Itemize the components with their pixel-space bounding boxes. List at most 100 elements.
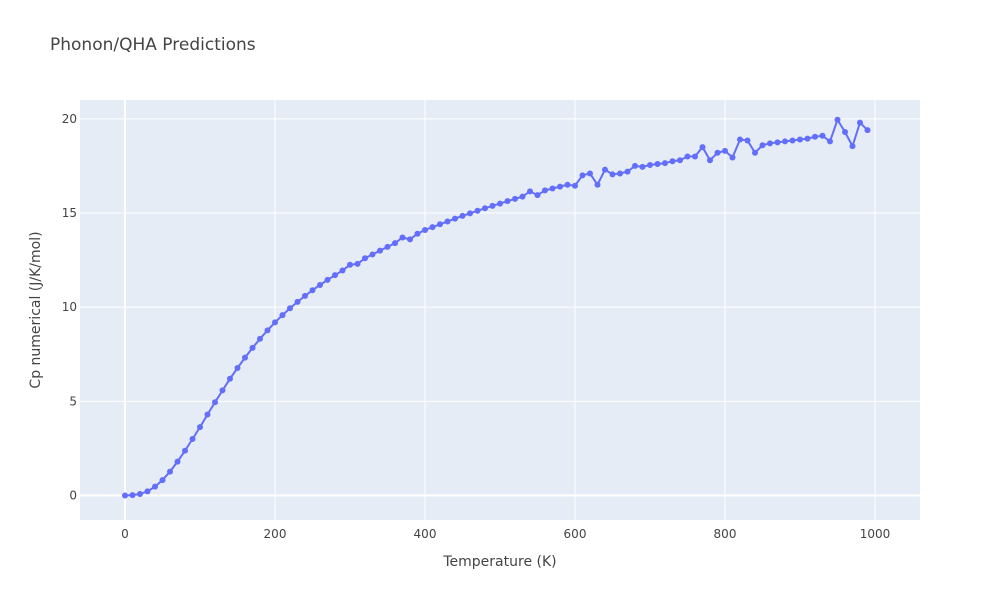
data-point[interactable]: [549, 185, 556, 192]
data-point[interactable]: [167, 468, 173, 475]
data-point[interactable]: [797, 136, 803, 143]
data-point[interactable]: [354, 260, 361, 267]
data-point[interactable]: [699, 144, 706, 151]
data-point[interactable]: [744, 137, 751, 144]
data-point[interactable]: [669, 158, 676, 165]
data-point[interactable]: [347, 261, 353, 268]
data-point[interactable]: [467, 210, 473, 217]
data-point[interactable]: [692, 153, 698, 160]
data-point[interactable]: [317, 281, 323, 288]
data-point[interactable]: [257, 335, 263, 342]
data-point[interactable]: [332, 272, 338, 279]
data-point[interactable]: [399, 234, 406, 241]
data-point[interactable]: [122, 492, 128, 499]
data-point[interactable]: [857, 119, 863, 126]
data-point[interactable]: [459, 212, 466, 219]
data-point[interactable]: [564, 181, 571, 188]
data-point[interactable]: [429, 224, 436, 231]
data-point[interactable]: [407, 236, 413, 243]
data-point[interactable]: [624, 168, 631, 175]
data-point[interactable]: [144, 488, 151, 495]
data-point[interactable]: [414, 230, 421, 237]
data-point[interactable]: [782, 138, 788, 145]
data-point[interactable]: [534, 192, 541, 199]
data-point[interactable]: [602, 166, 608, 173]
data-point[interactable]: [422, 226, 428, 233]
data-point[interactable]: [294, 298, 301, 305]
data-point[interactable]: [842, 129, 848, 136]
data-point[interactable]: [504, 198, 511, 205]
data-point[interactable]: [789, 137, 796, 144]
data-point[interactable]: [729, 154, 736, 161]
data-point[interactable]: [272, 319, 278, 326]
data-point[interactable]: [474, 207, 481, 214]
data-point[interactable]: [437, 221, 443, 228]
data-point[interactable]: [279, 312, 286, 319]
data-point[interactable]: [189, 436, 196, 443]
data-point[interactable]: [234, 365, 241, 372]
data-point[interactable]: [287, 305, 293, 312]
data-point[interactable]: [324, 276, 331, 283]
data-point[interactable]: [684, 153, 691, 160]
data-point[interactable]: [752, 149, 758, 156]
data-point[interactable]: [242, 354, 248, 361]
data-point[interactable]: [174, 458, 181, 465]
data-point[interactable]: [204, 411, 211, 418]
data-point[interactable]: [804, 135, 811, 142]
data-point[interactable]: [827, 138, 833, 145]
data-point[interactable]: [482, 205, 488, 212]
data-point[interactable]: [594, 181, 601, 188]
data-point[interactable]: [849, 143, 856, 150]
data-point[interactable]: [302, 292, 308, 299]
data-point[interactable]: [182, 447, 188, 454]
data-point[interactable]: [227, 375, 233, 382]
data-point[interactable]: [152, 483, 158, 490]
data-point[interactable]: [834, 116, 841, 123]
data-point[interactable]: [309, 287, 316, 294]
data-point[interactable]: [707, 157, 713, 164]
data-point[interactable]: [819, 132, 826, 139]
data-point[interactable]: [212, 399, 218, 406]
data-point[interactable]: [737, 136, 743, 143]
data-point[interactable]: [609, 171, 616, 178]
data-point[interactable]: [489, 202, 496, 209]
data-point[interactable]: [647, 161, 653, 168]
data-point[interactable]: [384, 243, 391, 250]
data-point[interactable]: [377, 247, 383, 254]
data-point[interactable]: [632, 162, 638, 169]
data-point[interactable]: [639, 163, 646, 170]
data-point[interactable]: [362, 255, 368, 262]
data-point[interactable]: [512, 195, 518, 202]
data-point[interactable]: [677, 157, 683, 164]
data-point[interactable]: [369, 251, 376, 258]
data-point[interactable]: [197, 424, 203, 431]
data-point[interactable]: [722, 147, 728, 154]
data-point[interactable]: [249, 344, 256, 351]
data-point[interactable]: [519, 193, 526, 200]
data-point[interactable]: [579, 172, 586, 179]
data-point[interactable]: [714, 149, 721, 156]
data-point[interactable]: [864, 127, 871, 134]
data-point[interactable]: [159, 477, 166, 484]
data-point[interactable]: [527, 188, 533, 195]
data-point[interactable]: [264, 327, 271, 334]
data-point[interactable]: [452, 215, 458, 222]
data-point[interactable]: [587, 170, 593, 177]
data-point[interactable]: [444, 218, 451, 225]
data-point[interactable]: [767, 140, 773, 147]
data-point[interactable]: [654, 161, 661, 168]
data-point[interactable]: [759, 142, 766, 149]
data-point[interactable]: [339, 267, 346, 274]
data-point[interactable]: [497, 200, 503, 207]
data-point[interactable]: [542, 187, 548, 194]
data-point[interactable]: [774, 139, 781, 146]
data-point[interactable]: [392, 240, 398, 247]
data-point[interactable]: [219, 387, 226, 394]
data-point[interactable]: [572, 182, 578, 189]
data-point[interactable]: [662, 160, 668, 167]
data-point[interactable]: [557, 183, 563, 190]
data-point[interactable]: [617, 170, 623, 177]
data-point[interactable]: [137, 491, 143, 498]
data-point[interactable]: [129, 492, 136, 499]
data-point[interactable]: [812, 133, 818, 140]
